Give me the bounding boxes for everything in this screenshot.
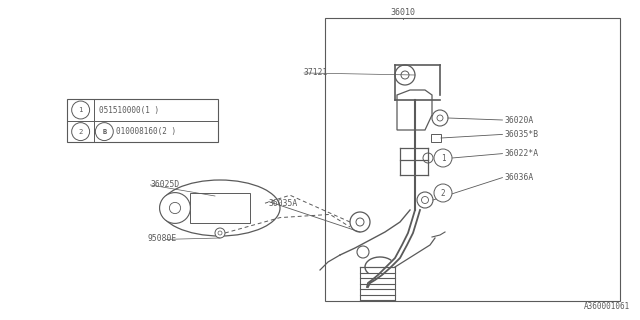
Text: 36035*B: 36035*B bbox=[504, 130, 538, 139]
Text: A360001061: A360001061 bbox=[584, 302, 630, 311]
Circle shape bbox=[434, 184, 452, 202]
Text: 1: 1 bbox=[79, 107, 83, 113]
Text: 2: 2 bbox=[79, 129, 83, 135]
Circle shape bbox=[72, 101, 90, 119]
Ellipse shape bbox=[160, 180, 280, 236]
Bar bbox=[190, 193, 250, 223]
Circle shape bbox=[215, 228, 225, 238]
Text: 36035A: 36035A bbox=[269, 199, 298, 208]
Circle shape bbox=[159, 193, 191, 223]
Text: 37121: 37121 bbox=[304, 68, 328, 76]
Circle shape bbox=[95, 123, 113, 140]
Circle shape bbox=[170, 203, 180, 214]
Text: B: B bbox=[102, 129, 106, 135]
Bar bbox=[431, 134, 441, 142]
Text: 1: 1 bbox=[441, 154, 445, 163]
Circle shape bbox=[395, 65, 415, 85]
Bar bbox=[325, 18, 620, 301]
Text: 36020A: 36020A bbox=[504, 116, 534, 124]
Circle shape bbox=[434, 149, 452, 167]
Circle shape bbox=[401, 71, 409, 79]
Circle shape bbox=[432, 110, 448, 126]
Text: 36022*A: 36022*A bbox=[504, 149, 538, 158]
Text: 36036A: 36036A bbox=[504, 173, 534, 182]
Text: 2: 2 bbox=[441, 188, 445, 197]
Text: 36010: 36010 bbox=[390, 8, 416, 17]
Circle shape bbox=[422, 196, 429, 204]
Circle shape bbox=[437, 115, 443, 121]
Text: 010008160(2 ): 010008160(2 ) bbox=[116, 127, 176, 136]
Text: 95080E: 95080E bbox=[147, 234, 177, 243]
Circle shape bbox=[356, 218, 364, 226]
Circle shape bbox=[417, 192, 433, 208]
Text: 051510000(1 ): 051510000(1 ) bbox=[99, 106, 159, 115]
Circle shape bbox=[72, 123, 90, 140]
Bar bbox=[67, 99, 218, 142]
Circle shape bbox=[218, 231, 222, 235]
Circle shape bbox=[357, 246, 369, 258]
Circle shape bbox=[423, 153, 433, 163]
Text: 36025D: 36025D bbox=[150, 180, 180, 188]
Circle shape bbox=[350, 212, 370, 232]
